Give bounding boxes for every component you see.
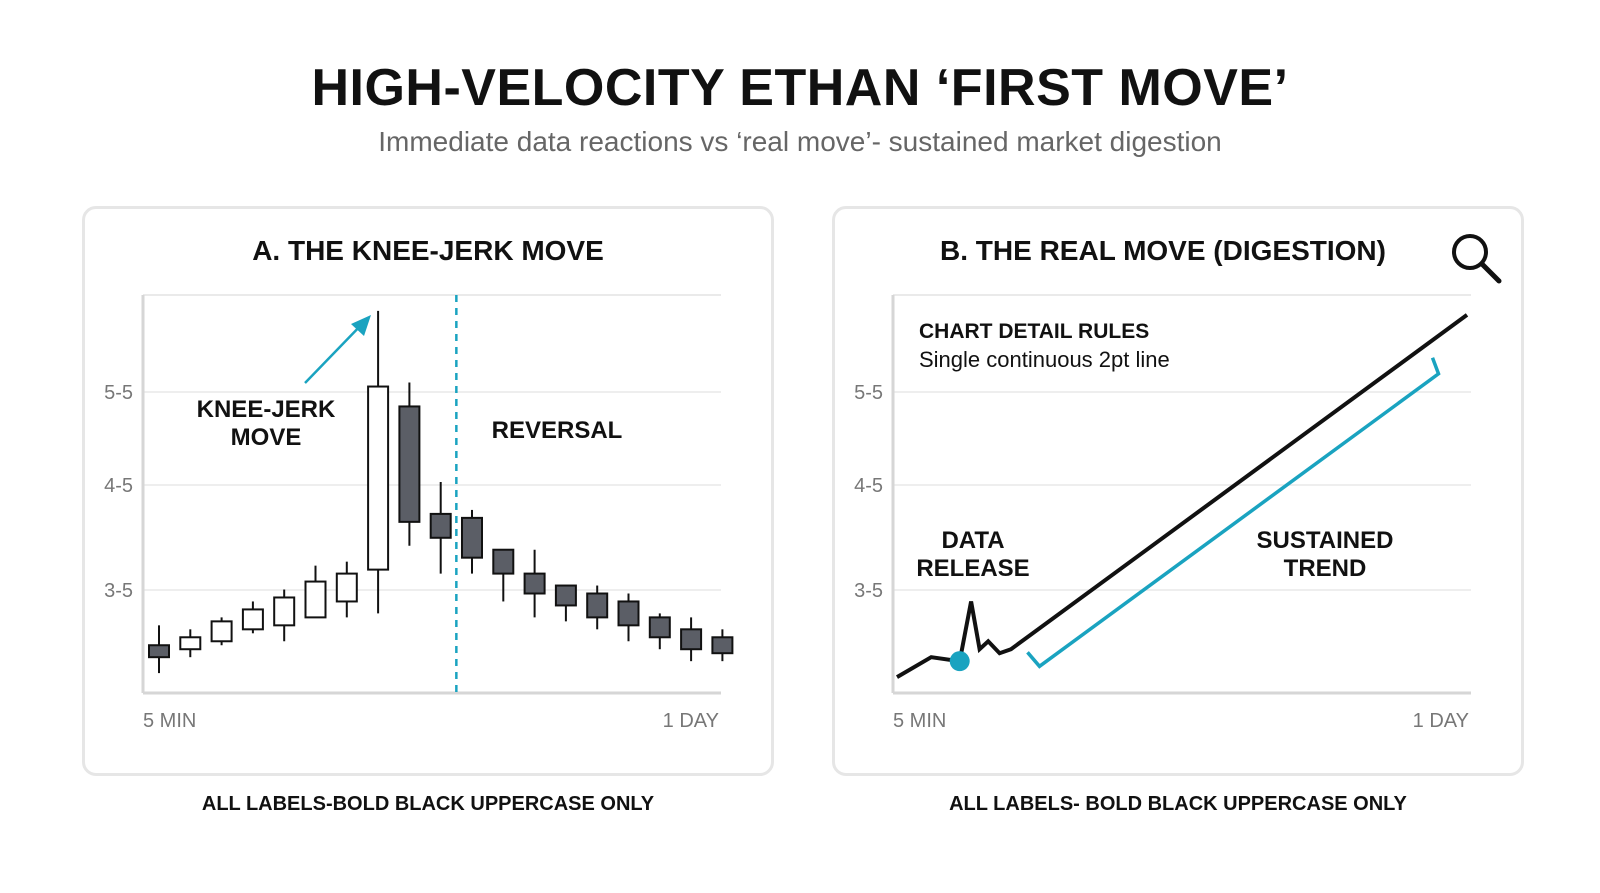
data-release-dot xyxy=(949,651,970,672)
candle-bull xyxy=(367,385,390,571)
candle-bear xyxy=(554,584,577,607)
candle-bear xyxy=(586,592,609,619)
candle-bear xyxy=(523,572,546,595)
annotation-data-release: DATA RELEASE xyxy=(916,527,1029,582)
x-tick-label-start: 5 MIN xyxy=(143,710,196,732)
candle-bear xyxy=(617,600,640,627)
candle-bear xyxy=(398,405,421,523)
candle-bear xyxy=(461,516,483,559)
y-tick-label: 4-5 xyxy=(854,475,883,497)
candle-bear xyxy=(492,548,515,575)
y-tick-label: 5-5 xyxy=(854,382,883,404)
annotation-sustained-trend-line: SUSTAINED xyxy=(1257,527,1394,554)
candle-bull xyxy=(335,572,358,603)
panel-b-title-wrap: B. THE REAL MOVE (DIGESTION) xyxy=(835,235,1511,267)
panel-real-move: B. THE REAL MOVE (DIGESTION) 5-5 4-5 3-5 5 … xyxy=(832,206,1524,776)
x-tick-label-start: 5 MIN xyxy=(893,710,946,732)
sustained-trend-bracket xyxy=(1026,357,1441,669)
candle-bear xyxy=(648,616,671,639)
chart-rules-heading: CHART DETAIL RULES xyxy=(919,320,1149,343)
x-tick-label-end: 1 DAY xyxy=(663,710,719,732)
y-tick-label: 5-5 xyxy=(104,382,133,404)
footnote-b: ALL LABELS- BOLD BLACK UPPERCASE ONLY xyxy=(949,793,1407,815)
footnote-a: ALL LABELS-BOLD BLACK UPPERCASE ONLY xyxy=(201,793,655,815)
chart-rules-detail: Single continuous 2pt line xyxy=(919,347,1170,372)
candle-bear xyxy=(148,644,170,659)
panel-b-title: B. THE REAL MOVE (DIGESTION) xyxy=(940,235,1386,266)
y-tick-label: 3-5 xyxy=(854,580,883,602)
y-tick-label: 4-5 xyxy=(104,475,133,497)
candle-bull xyxy=(210,620,233,643)
page-title: HIGH-VELOCITY ETHAN ‘FIRST MOVE’ xyxy=(311,59,1289,117)
annotation-reversal-line: REVERSAL xyxy=(492,417,623,444)
panel-knee-jerk: A. THE KNEE-JERK MOVE 5-5 4-5 3-5 5 MIN 1 DA… xyxy=(82,206,774,776)
panel-a-title: A. THE KNEE-JERK MOVE xyxy=(252,235,604,266)
annotation-knee-jerk-line: KNEE-JERK xyxy=(197,396,336,423)
annotation-reversal: REVERSAL xyxy=(492,417,623,444)
candle-bull xyxy=(179,636,202,651)
annotation-sustained-trend-line: TREND xyxy=(1284,555,1367,582)
knee-jerk-arrow-shaft xyxy=(304,320,366,384)
candle-bear xyxy=(711,636,734,655)
knee-jerk-arrow-head xyxy=(351,315,371,336)
annotation-knee-jerk-line: MOVE xyxy=(231,424,302,451)
search-icon[interactable] xyxy=(1449,231,1503,285)
candle-bull xyxy=(304,580,327,619)
chart-knee-jerk: 5-5 4-5 3-5 5 MIN 1 DAY KNEE-JERK MOVE REVERSAL xyxy=(104,294,734,732)
annotation-knee-jerk: KNEE-JERK MOVE xyxy=(197,396,336,451)
annotation-data-release-line: DATA xyxy=(941,527,1004,554)
price-line xyxy=(895,313,1469,679)
candle-bear xyxy=(680,628,703,651)
page-subtitle: Immediate data reactions vs ‘real move’-… xyxy=(378,126,1222,157)
candle-bull xyxy=(241,608,264,631)
y-tick-label: 3-5 xyxy=(104,580,133,602)
annotation-sustained-trend: SUSTAINED TREND xyxy=(1257,527,1394,582)
chart-real-move: 5-5 4-5 3-5 5 MIN 1 DAY CHART DETAIL RULES Sin… xyxy=(854,294,1471,732)
annotation-data-release-line: RELEASE xyxy=(916,555,1029,582)
candle-bull xyxy=(273,596,296,627)
x-tick-label-end: 1 DAY xyxy=(1413,710,1469,732)
candle-bear xyxy=(429,512,452,539)
